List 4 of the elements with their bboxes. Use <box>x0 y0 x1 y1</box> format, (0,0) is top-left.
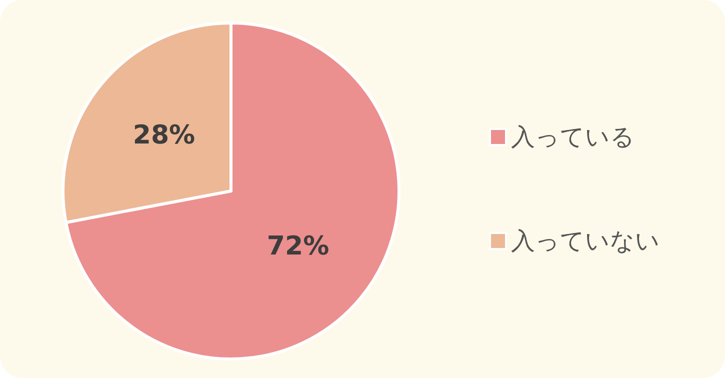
data-label: 28% <box>132 120 196 151</box>
legend-label: 入っていない <box>511 227 660 255</box>
data-label: 72% <box>266 231 330 262</box>
legend-label: 入っている <box>511 123 635 151</box>
